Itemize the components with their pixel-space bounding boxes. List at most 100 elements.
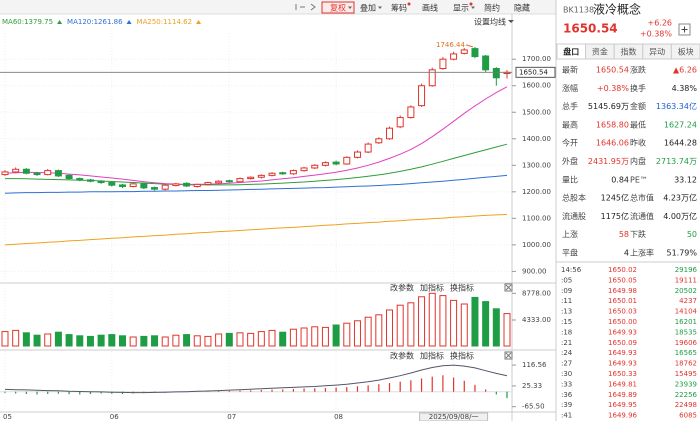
tick-volume: 18535	[675, 328, 697, 336]
field-value: 4.00万亿	[663, 211, 697, 221]
tab-label[interactable]: 盘口	[563, 47, 579, 57]
candle-body	[183, 182, 191, 187]
volume-bar	[386, 309, 394, 347]
legend-arrow	[196, 20, 202, 24]
toolbar-button[interactable]: 叠加	[360, 3, 376, 13]
candle-body	[22, 168, 30, 174]
volume-bar	[428, 292, 436, 347]
add-icon	[681, 26, 688, 33]
quote-change-pct: +0.38%	[640, 30, 673, 39]
y-tick-label: -65.50	[522, 403, 545, 411]
candle-body	[129, 183, 137, 188]
quote-code: BK1138	[563, 6, 594, 15]
tick-time: :15	[561, 318, 572, 326]
close-icon	[505, 352, 512, 359]
candle-body	[236, 178, 244, 183]
candle-body	[33, 172, 41, 176]
tick-time: :30	[561, 370, 572, 378]
tick-price: 1649.93	[608, 328, 637, 336]
field-label: 最高	[562, 119, 578, 129]
volume-bar	[471, 296, 479, 347]
tick-price: 1650.09	[608, 339, 637, 347]
ma-legend: MA60:1379.75	[2, 18, 53, 26]
tick-price: 1649.81	[608, 380, 637, 388]
indicator-menu[interactable]: 加指标	[420, 283, 444, 293]
tab[interactable]	[670, 43, 700, 60]
field-value: 1175亿	[601, 211, 629, 221]
indicator-menu[interactable]: 改参数	[390, 351, 414, 361]
quote-change: +6.26	[647, 19, 672, 28]
tick-price: 1650.01	[608, 297, 637, 305]
field-value: 1650.54	[596, 66, 629, 75]
volume-bar	[418, 296, 426, 347]
toolbar-button[interactable]: 隐藏	[514, 3, 530, 13]
dropdown-arrow	[348, 6, 352, 9]
field-value: 1646.06	[596, 139, 629, 148]
tab-label[interactable]: 板块	[678, 47, 694, 57]
volume-bar	[492, 308, 500, 347]
volume-bar	[439, 295, 447, 347]
field-label: 外盘	[562, 156, 578, 166]
macd-line	[4, 364, 508, 394]
candle-body	[386, 127, 394, 140]
field-value: 4.38%	[672, 84, 698, 93]
tab-label[interactable]: 指数	[621, 47, 637, 57]
tab-label[interactable]: 资金	[592, 47, 608, 57]
dropdown-arrow[interactable]	[508, 20, 514, 23]
candle-body	[407, 106, 415, 119]
ma-legend: MA120:1261.86	[67, 18, 123, 26]
field-label: 上涨	[562, 229, 578, 239]
tab-label[interactable]: 异动	[649, 47, 665, 57]
toolbar-button[interactable]: 画线	[422, 3, 438, 13]
candle-body	[375, 138, 383, 144]
tick-volume: 23939	[675, 380, 697, 388]
toolbar-bg	[0, 0, 556, 14]
indicator-menu[interactable]: 换指标	[450, 283, 474, 293]
volume-bar	[375, 314, 383, 347]
tick-time: :33	[561, 380, 572, 388]
badge-dot	[469, 2, 473, 6]
tick-volume: 19111	[675, 276, 697, 284]
field-value: 2431.95万	[588, 157, 629, 166]
button-active[interactable]	[321, 1, 355, 14]
x-tick-label: 08	[334, 413, 343, 421]
field-value: 51.79%	[666, 249, 697, 258]
tick-volume: 6085	[679, 412, 697, 420]
y-tick-label: 1300.00	[522, 161, 551, 169]
tick-price: 1649.95	[608, 401, 637, 409]
toolbar-icon[interactable]	[310, 3, 316, 11]
tick-price: 1649.98	[608, 287, 637, 295]
ma-settings[interactable]: 设置均线	[474, 17, 506, 27]
toolbar-button[interactable]: 显示	[453, 4, 469, 13]
volume-bar	[172, 334, 180, 347]
tick-volume: 22256	[675, 391, 698, 399]
y-tick-label: 1400.00	[522, 135, 551, 143]
volume-bar	[289, 328, 297, 347]
x-tick-label: 07	[227, 413, 236, 421]
tick-price: 1649.93	[608, 360, 637, 368]
tick-volume: 20502	[675, 287, 697, 295]
toolbar-button[interactable]: 复权	[330, 3, 346, 13]
volume-bar	[300, 327, 308, 347]
candle-body	[193, 183, 201, 188]
indicator-menu[interactable]: 换指标	[450, 351, 474, 361]
candle-body	[364, 143, 372, 153]
candle-body	[44, 170, 52, 176]
indicator-menu[interactable]: 改参数	[390, 283, 414, 293]
tick-time: :24	[561, 349, 573, 357]
field-label: 流通股	[562, 211, 586, 221]
toolbar-button[interactable]: 筹码	[391, 3, 407, 13]
indicator-menu[interactable]: 加指标	[420, 351, 444, 361]
candle-body	[76, 178, 84, 181]
candle-body	[482, 55, 490, 71]
field-value: 1658.80	[596, 120, 629, 129]
tick-price: 1650.05	[608, 276, 637, 284]
toolbar-button[interactable]: 简约	[484, 3, 500, 13]
field-value: 2713.74万	[656, 157, 697, 166]
toolbar-icon[interactable]	[295, 4, 305, 10]
tick-time: :05	[561, 276, 572, 284]
candle-body	[118, 184, 126, 188]
tick-volume: 22498	[675, 401, 697, 409]
tick-price: 1650.33	[608, 370, 637, 378]
volume-bar	[225, 332, 233, 347]
